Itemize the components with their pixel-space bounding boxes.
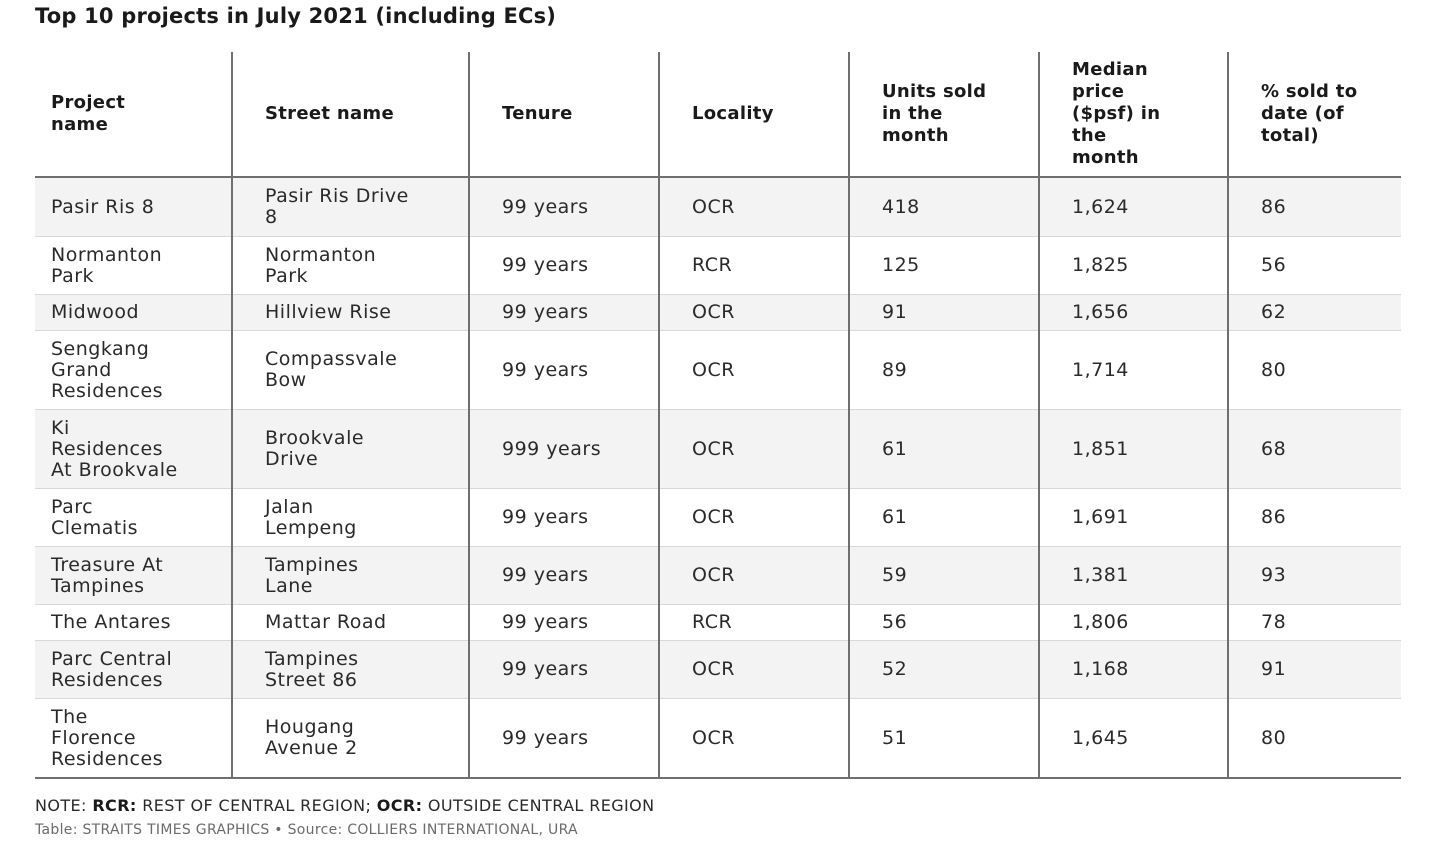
cell-units-sold: 61 [848, 488, 1039, 547]
cell-median-price: 1,168 [1038, 640, 1228, 699]
header-percent-sold: % sold to date (of total) [1227, 52, 1401, 178]
cell-locality: OCR [658, 409, 849, 489]
cell-percent-sold: 62 [1227, 294, 1401, 331]
table-row: Parc Central Residences Tampines Street 8… [35, 640, 1401, 699]
table-row: Sengkang Grand Residences Compassvale Bow… [35, 330, 1401, 410]
cell-tenure: 99 years [468, 488, 659, 547]
cell-locality: OCR [658, 177, 849, 237]
chart-title: Top 10 projects in July 2021 (including … [35, 4, 557, 28]
table-row: Ki Residences At Brookvale Brookvale Driv… [35, 409, 1401, 489]
table-row: Treasure At Tampines Tampines Lane 99 year… [35, 546, 1401, 605]
cell-percent-sold: 80 [1227, 330, 1401, 410]
cell-percent-sold: 80 [1227, 698, 1401, 779]
cell-tenure: 99 years [468, 546, 659, 605]
cell-project-name: The Antares [35, 604, 232, 641]
cell-project-name: Parc Clematis [35, 488, 232, 547]
cell-percent-sold: 56 [1227, 236, 1401, 295]
cell-tenure: 99 years [468, 604, 659, 641]
cell-project-name: Sengkang Grand Residences [35, 330, 232, 410]
cell-median-price: 1,851 [1038, 409, 1228, 489]
cell-units-sold: 59 [848, 546, 1039, 605]
cell-street-name: Normanton Park [231, 236, 469, 295]
cell-locality: RCR [658, 604, 849, 641]
cell-units-sold: 125 [848, 236, 1039, 295]
header-project-name: Project name [35, 52, 232, 178]
note-ocr-text: OUTSIDE CENTRAL REGION [422, 796, 655, 815]
cell-median-price: 1,624 [1038, 177, 1228, 237]
cell-locality: OCR [658, 488, 849, 547]
header-street-name: Street name [231, 52, 469, 178]
cell-median-price: 1,645 [1038, 698, 1228, 779]
cell-locality: OCR [658, 294, 849, 331]
cell-percent-sold: 86 [1227, 177, 1401, 237]
projects-table: Project name Street name Tenure Locality… [35, 52, 1401, 779]
cell-project-name: The Florence Residences [35, 698, 232, 779]
cell-median-price: 1,656 [1038, 294, 1228, 331]
table-row: Normanton Park Normanton Park 99 years RCR 1… [35, 236, 1401, 295]
note-rcr-key: RCR: [92, 796, 137, 815]
cell-street-name: Pasir Ris Drive 8 [231, 177, 469, 237]
note-prefix: NOTE: [35, 796, 93, 815]
cell-locality: OCR [658, 330, 849, 410]
cell-median-price: 1,714 [1038, 330, 1228, 410]
cell-median-price: 1,806 [1038, 604, 1228, 641]
cell-locality: RCR [658, 236, 849, 295]
table-row: The Antares Mattar Road 99 years RCR 56 1,806… [35, 604, 1401, 641]
cell-tenure: 99 years [468, 640, 659, 699]
header-row: Project name Street name Tenure Locality… [35, 52, 1401, 178]
cell-median-price: 1,381 [1038, 546, 1228, 605]
cell-project-name: Midwood [35, 294, 232, 331]
cell-project-name: Pasir Ris 8 [35, 177, 232, 237]
cell-percent-sold: 86 [1227, 488, 1401, 547]
cell-locality: OCR [658, 698, 849, 779]
cell-units-sold: 89 [848, 330, 1039, 410]
cell-street-name: Compassvale Bow [231, 330, 469, 410]
footnote: NOTE: RCR: REST OF CENTRAL REGION; OCR: … [35, 796, 655, 815]
cell-tenure: 99 years [468, 236, 659, 295]
table-row: Midwood Hillview Rise 99 years OCR 91 1,656 62 [35, 294, 1401, 331]
cell-percent-sold: 78 [1227, 604, 1401, 641]
cell-tenure: 99 years [468, 294, 659, 331]
cell-street-name: Jalan Lempeng [231, 488, 469, 547]
cell-locality: OCR [658, 546, 849, 605]
cell-percent-sold: 68 [1227, 409, 1401, 489]
cell-percent-sold: 93 [1227, 546, 1401, 605]
cell-units-sold: 61 [848, 409, 1039, 489]
header-tenure: Tenure [468, 52, 659, 178]
cell-street-name: Hillview Rise [231, 294, 469, 331]
cell-tenure: 99 years [468, 330, 659, 410]
cell-median-price: 1,825 [1038, 236, 1228, 295]
note-rcr-text: REST OF CENTRAL REGION; [136, 796, 377, 815]
cell-units-sold: 91 [848, 294, 1039, 331]
source-credit: Table: STRAITS TIMES GRAPHICS • Source: … [35, 822, 578, 838]
cell-project-name: Parc Central Residences [35, 640, 232, 699]
table-row: Parc Clematis Jalan Lempeng 99 years OCR 61 1… [35, 488, 1401, 547]
header-locality: Locality [658, 52, 849, 178]
cell-percent-sold: 91 [1227, 640, 1401, 699]
cell-project-name: Ki Residences At Brookvale [35, 409, 232, 489]
cell-street-name: Tampines Lane [231, 546, 469, 605]
cell-street-name: Mattar Road [231, 604, 469, 641]
cell-street-name: Tampines Street 86 [231, 640, 469, 699]
cell-units-sold: 51 [848, 698, 1039, 779]
header-median-price: Median price ($psf) in the month [1038, 52, 1228, 178]
cell-median-price: 1,691 [1038, 488, 1228, 547]
cell-tenure: 999 years [468, 409, 659, 489]
note-ocr-key: OCR: [376, 796, 423, 815]
cell-project-name: Normanton Park [35, 236, 232, 295]
cell-project-name: Treasure At Tampines [35, 546, 232, 605]
header-units-sold: Units sold in the month [848, 52, 1039, 178]
cell-units-sold: 56 [848, 604, 1039, 641]
cell-street-name: Brookvale Drive [231, 409, 469, 489]
cell-locality: OCR [658, 640, 849, 699]
cell-street-name: Hougang Avenue 2 [231, 698, 469, 779]
table-row: Pasir Ris 8 Pasir Ris Drive 8 99 years OCR 4… [35, 177, 1401, 237]
cell-units-sold: 52 [848, 640, 1039, 699]
cell-tenure: 99 years [468, 698, 659, 779]
cell-units-sold: 418 [848, 177, 1039, 237]
cell-tenure: 99 years [468, 177, 659, 237]
